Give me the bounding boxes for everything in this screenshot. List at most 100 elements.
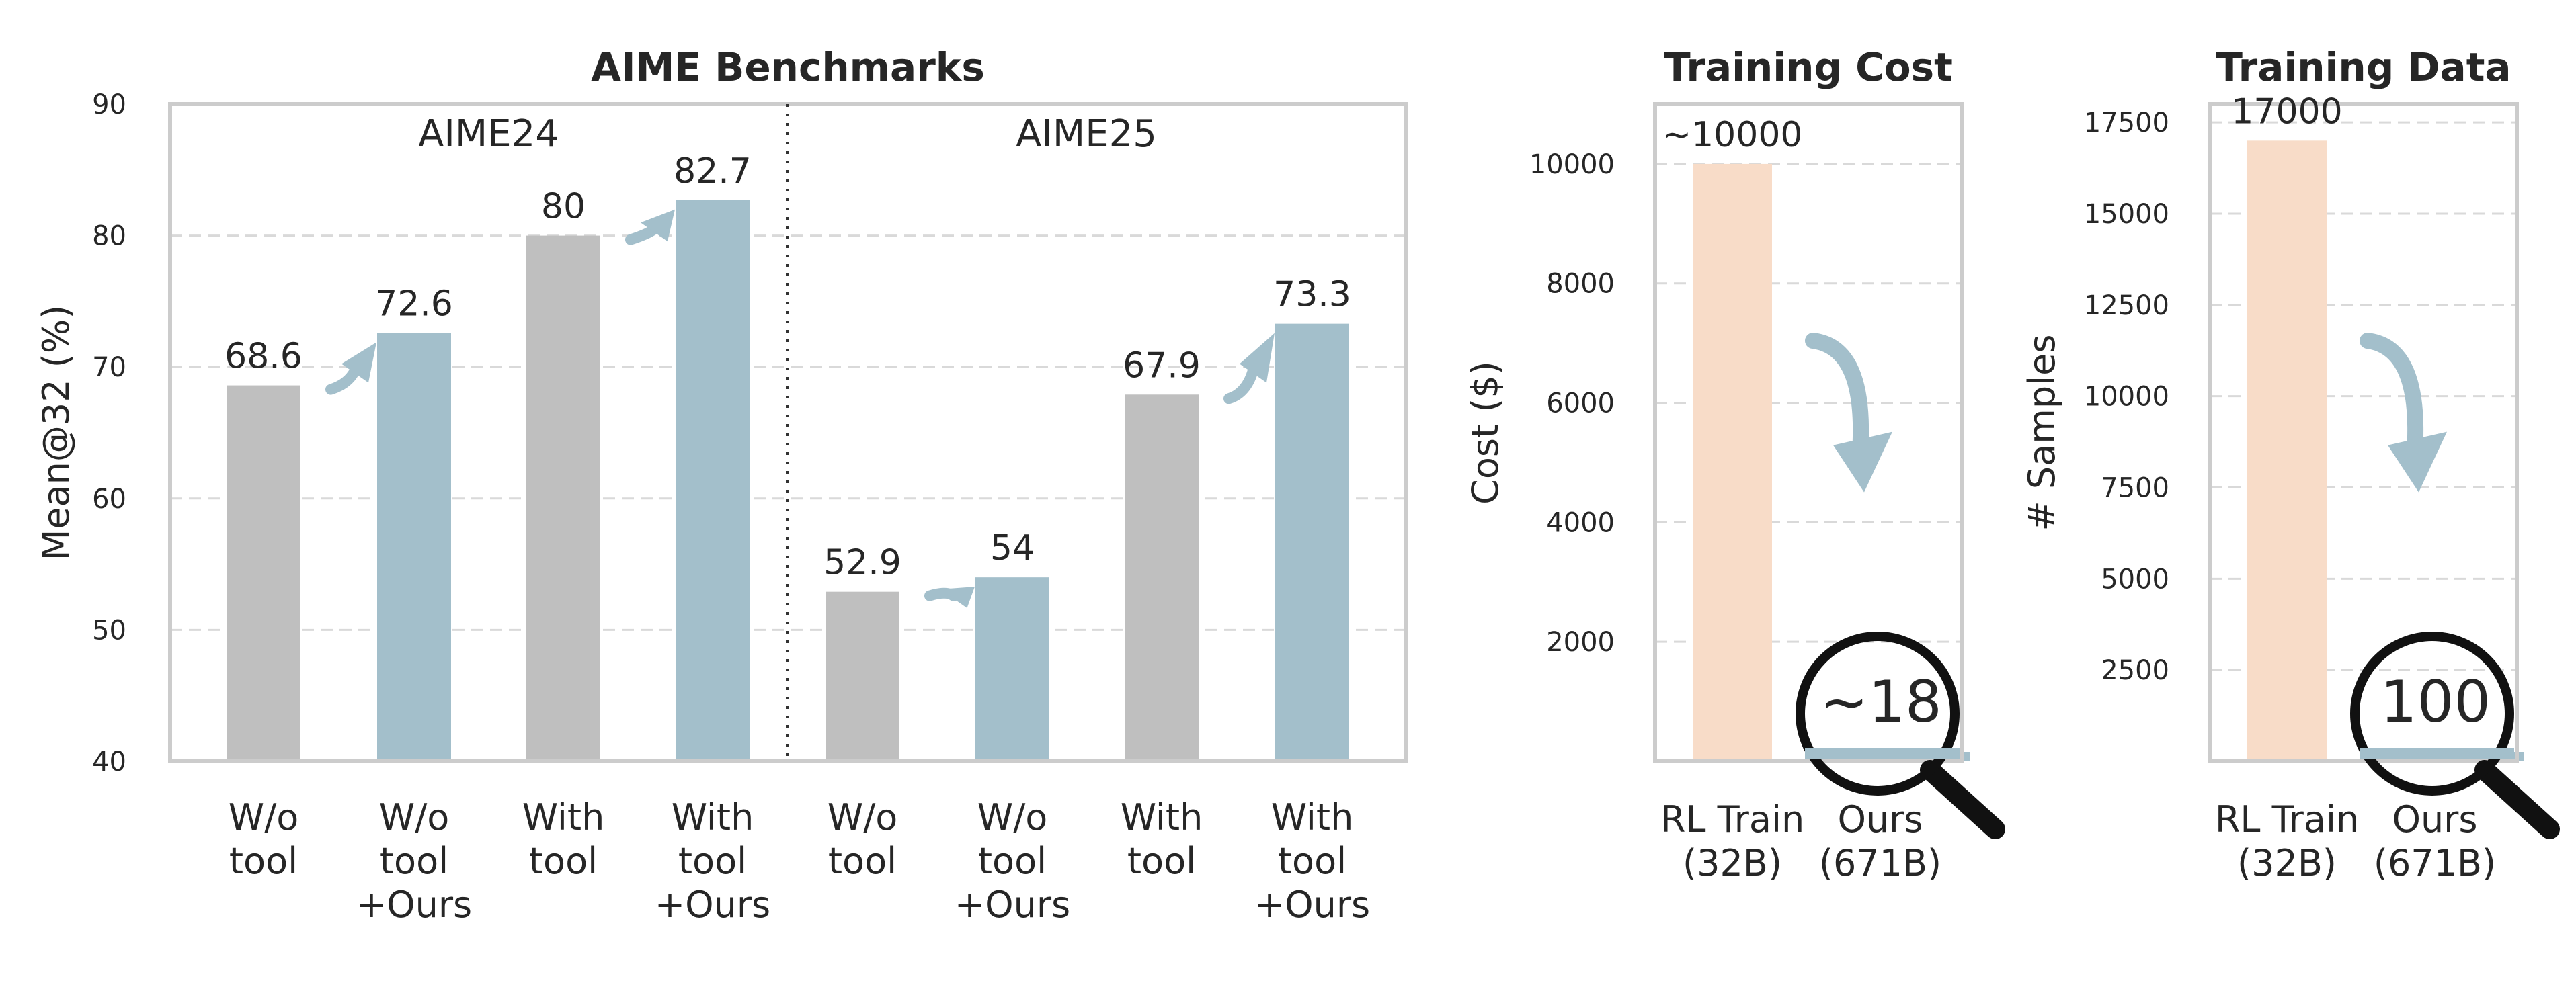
data-value-label: 17000 <box>2231 91 2342 132</box>
data-decrease-arrow-shaft <box>2360 333 2424 460</box>
aime-xtick-label: +Ours <box>955 884 1070 926</box>
gridlines-layer <box>170 121 2517 671</box>
data-ytick-label: 15000 <box>2084 199 2169 230</box>
axes-frames-layer <box>168 102 2519 763</box>
data-xtick-label: RL Train <box>2215 798 2359 841</box>
aime-ytick-label: 80 <box>92 221 126 252</box>
cost-magnifier-handle <box>1920 760 2005 839</box>
cost-decrease-arrow-shaft <box>1805 333 1869 460</box>
aime-xtick-label: W/o <box>828 796 898 839</box>
marks-layer: 40506070809068.6W/otool72.6W/otool+Ours8… <box>92 89 2560 926</box>
aime-bar <box>975 577 1049 761</box>
aime-bar <box>1275 323 1349 762</box>
cost-title: Training Cost <box>1664 44 1953 90</box>
group-label-aime25: AIME25 <box>1016 112 1157 156</box>
data-ytick-label: 7500 <box>2101 473 2169 504</box>
data-ytick-label: 17500 <box>2084 108 2169 138</box>
data-xtick-label: Ours <box>2392 798 2477 841</box>
cost-xtick-label: (671B) <box>1819 842 1941 884</box>
cost-axes-frame <box>1653 102 1964 763</box>
aime-xtick-label: tool <box>229 840 298 882</box>
cost-value-label: ~10000 <box>1662 115 1803 155</box>
cost-ytick-label: 4000 <box>1546 507 1615 538</box>
aime-ylabel: Mean@32 (%) <box>35 305 77 560</box>
data-bar <box>2247 140 2327 762</box>
aime-bar <box>526 235 600 762</box>
cost-magnifier-icon <box>1796 632 1960 796</box>
improvement-arrow-head <box>1240 333 1275 383</box>
aime-xtick-label: With <box>672 796 754 839</box>
aime-xtick-label: tool <box>1278 840 1346 882</box>
aime-xtick-label: tool <box>678 840 747 882</box>
aime-xtick-label: tool <box>380 840 448 882</box>
cost-ylabel: Cost ($) <box>1464 361 1506 505</box>
data-xtick-label: (32B) <box>2237 842 2337 884</box>
aime-ytick-label: 90 <box>92 89 126 120</box>
aime-xtick-label: tool <box>828 840 897 882</box>
cost-magnified-value-label: ~18 <box>1820 669 1942 736</box>
aime-value-label: 52.9 <box>823 543 901 583</box>
aime-xtick-label: With <box>522 796 605 839</box>
aime-ytick-label: 60 <box>92 484 126 515</box>
aime-xtick-label: tool <box>978 840 1047 882</box>
aime-xtick-label: With <box>1121 796 1203 839</box>
aime-xtick-label: tool <box>529 840 598 882</box>
aime-xtick-label: +Ours <box>356 884 472 926</box>
aime-bar <box>1125 394 1199 761</box>
improvement-arrow-shaft <box>1223 365 1258 404</box>
cost-ytick-label: 2000 <box>1546 627 1615 658</box>
data-ylabel: # Samples <box>2021 334 2063 531</box>
data-magnified-bar <box>2360 748 2514 759</box>
cost-ytick-label: 6000 <box>1546 388 1615 419</box>
cost-bar <box>1693 163 1772 762</box>
data-xtick-label: (671B) <box>2374 842 2496 884</box>
aime-bar <box>826 591 899 761</box>
aime-bar <box>227 385 300 761</box>
aime-bar <box>676 200 750 762</box>
aime-xtick-label: tool <box>1127 840 1196 882</box>
cost-ytick-label: 10000 <box>1529 149 1615 180</box>
cost-decrease-arrow-head <box>1833 431 1892 493</box>
improvement-arrow-shaft <box>625 224 659 245</box>
improvement-arrow-head <box>940 587 975 608</box>
aime-title: AIME Benchmarks <box>591 44 985 90</box>
data-ytick-label: 5000 <box>2101 564 2169 595</box>
data-decrease-arrow-head <box>2388 431 2447 493</box>
aime-value-label: 80 <box>541 187 586 227</box>
aime-value-label: 82.7 <box>674 151 752 191</box>
aime-value-label: 54 <box>990 528 1035 568</box>
aime-value-label: 73.3 <box>1273 275 1351 315</box>
improvement-arrow-head <box>341 342 376 383</box>
aime-value-label: 67.9 <box>1123 345 1201 386</box>
aime-xtick-label: +Ours <box>655 884 770 926</box>
data-ytick-label: 2500 <box>2101 655 2169 686</box>
aime-axes-frame <box>168 102 1408 763</box>
bars-layer <box>227 140 2524 762</box>
aime-value-label: 68.6 <box>225 337 303 377</box>
improvement-arrow-head <box>641 209 675 242</box>
aime-ytick-label: 50 <box>92 615 126 646</box>
data-magnifier-handle <box>2474 760 2560 839</box>
cost-ytick-label: 8000 <box>1546 269 1615 300</box>
improvement-arrow-shaft <box>325 365 360 395</box>
aime-xtick-label: With <box>1271 796 1354 839</box>
aime-bar <box>377 333 451 761</box>
data-ytick-label: 12500 <box>2084 290 2169 321</box>
cost-xtick-label: RL Train <box>1660 798 1804 841</box>
aime-xtick-label: W/o <box>379 796 450 839</box>
aime-ytick-label: 70 <box>92 352 126 383</box>
cost-xtick-label: Ours <box>1837 798 1923 841</box>
data-magnifier-icon <box>2350 632 2514 796</box>
data-title: Training Data <box>2216 44 2511 90</box>
aime-xtick-label: W/o <box>229 796 299 839</box>
data-magnified-value-label: 100 <box>2380 669 2491 736</box>
aime-ytick-label: 40 <box>92 747 126 777</box>
text-layer: AIME Benchmarks Training Cost Training D… <box>35 44 2511 560</box>
data-ytick-label: 10000 <box>2084 382 2169 413</box>
cost-xtick-label: (32B) <box>1683 842 1782 884</box>
group-label-aime24: AIME24 <box>418 112 559 156</box>
aime-xtick-label: W/o <box>977 796 1048 839</box>
aime-value-label: 72.6 <box>375 284 453 324</box>
cost-magnified-bar <box>1805 748 1960 759</box>
